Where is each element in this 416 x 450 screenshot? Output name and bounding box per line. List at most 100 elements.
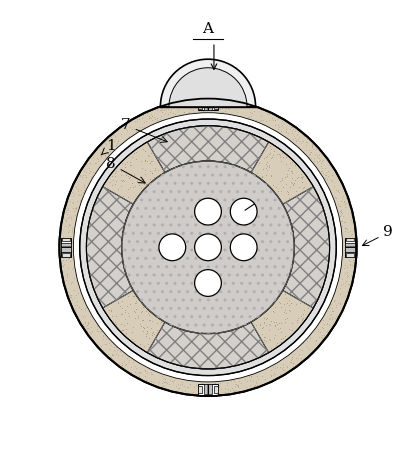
Point: [64, 237, 71, 244]
Point: [339, 223, 346, 230]
Point: [276, 150, 282, 158]
Point: [315, 328, 322, 335]
Point: [81, 304, 88, 311]
Point: [294, 316, 301, 323]
Point: [312, 337, 319, 344]
Point: [299, 178, 306, 185]
Point: [214, 379, 221, 387]
Point: [296, 350, 302, 357]
Point: [158, 379, 165, 386]
Point: [176, 385, 182, 392]
Point: [181, 109, 187, 116]
Point: [172, 382, 179, 389]
Point: [186, 105, 193, 112]
Point: [225, 100, 231, 107]
Point: [69, 225, 75, 232]
Point: [322, 175, 329, 182]
Point: [82, 306, 89, 313]
Point: [259, 330, 266, 338]
Point: [80, 323, 87, 330]
Point: [167, 108, 173, 116]
Point: [109, 351, 116, 358]
Point: [174, 107, 181, 114]
FancyBboxPatch shape: [61, 238, 71, 257]
Point: [231, 389, 238, 396]
Point: [149, 329, 156, 336]
Point: [310, 154, 317, 161]
Point: [261, 320, 267, 327]
Point: [339, 217, 345, 225]
Point: [309, 142, 316, 149]
Point: [317, 333, 324, 340]
Point: [75, 314, 82, 321]
Point: [297, 300, 304, 307]
Point: [272, 370, 278, 378]
Point: [170, 104, 177, 111]
Point: [287, 123, 294, 130]
Point: [92, 159, 99, 166]
Point: [104, 151, 111, 158]
Point: [179, 111, 186, 118]
Point: [219, 109, 226, 116]
Wedge shape: [147, 322, 269, 369]
Point: [66, 293, 73, 301]
Point: [143, 331, 150, 338]
Point: [169, 110, 176, 117]
Point: [133, 364, 139, 372]
Point: [183, 383, 190, 390]
Point: [130, 307, 137, 315]
Point: [326, 321, 332, 328]
Point: [265, 320, 272, 328]
Point: [72, 211, 78, 218]
Point: [318, 167, 325, 175]
Circle shape: [195, 198, 221, 225]
Point: [343, 194, 349, 202]
Point: [285, 367, 292, 374]
Point: [129, 328, 136, 335]
Point: [264, 110, 271, 117]
Point: [72, 270, 78, 278]
Point: [88, 328, 95, 335]
Point: [253, 322, 260, 329]
Point: [127, 170, 134, 177]
Point: [332, 313, 339, 320]
Point: [112, 141, 119, 149]
Point: [187, 381, 194, 388]
Point: [349, 262, 355, 269]
Point: [138, 184, 144, 191]
Point: [337, 208, 343, 215]
Point: [85, 320, 92, 327]
Point: [281, 119, 287, 126]
Point: [169, 387, 176, 395]
Point: [273, 318, 280, 325]
Point: [205, 386, 211, 393]
Point: [99, 333, 106, 340]
Point: [254, 382, 260, 390]
Wedge shape: [251, 142, 313, 204]
Point: [118, 183, 124, 190]
Point: [297, 139, 304, 146]
Point: [340, 265, 347, 272]
Point: [262, 165, 269, 172]
Point: [195, 381, 202, 388]
Point: [347, 261, 354, 269]
Point: [82, 172, 89, 179]
Point: [201, 387, 208, 395]
Point: [323, 169, 330, 176]
Point: [146, 160, 153, 167]
Point: [335, 201, 342, 208]
Point: [233, 382, 240, 389]
Point: [304, 135, 311, 143]
Point: [119, 327, 125, 334]
Point: [83, 173, 89, 180]
Point: [114, 299, 121, 306]
Point: [182, 100, 189, 108]
Point: [305, 135, 311, 142]
Point: [325, 167, 332, 174]
Point: [280, 183, 287, 190]
Point: [125, 292, 132, 300]
Point: [154, 320, 161, 327]
Point: [159, 382, 166, 389]
Point: [284, 363, 291, 370]
Point: [65, 265, 72, 272]
